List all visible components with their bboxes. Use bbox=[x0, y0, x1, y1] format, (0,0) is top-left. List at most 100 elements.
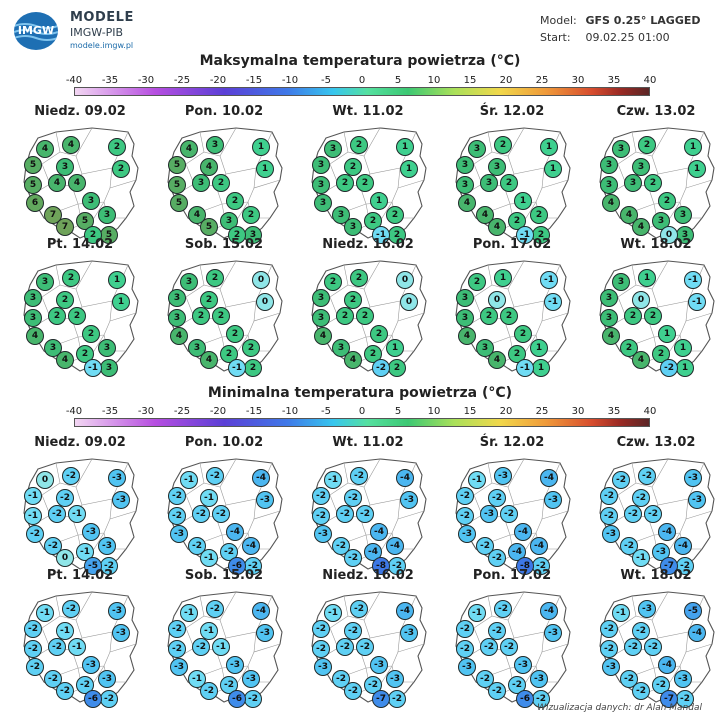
temperature-marker: -1 bbox=[516, 226, 534, 244]
temperature-marker: 2 bbox=[108, 138, 126, 156]
temperature-marker: -4 bbox=[688, 624, 706, 642]
temperature-marker: 2 bbox=[344, 291, 362, 309]
colorbar-tick: -25 bbox=[173, 406, 191, 417]
temperature-marker: -3 bbox=[480, 505, 498, 523]
logo-text: IMGW bbox=[17, 24, 55, 37]
temperature-marker: -4 bbox=[396, 602, 414, 620]
temperature-marker: 3 bbox=[98, 206, 116, 224]
temperature-marker: -1 bbox=[84, 359, 102, 377]
temperature-marker: -3 bbox=[684, 469, 702, 487]
temperature-marker: 1 bbox=[400, 160, 418, 178]
temperature-marker: 3 bbox=[206, 136, 224, 154]
temperature-marker: -3 bbox=[386, 670, 404, 688]
min-day-label: Sob. 15.02 bbox=[184, 568, 264, 583]
max-day-label: Pt. 14.02 bbox=[46, 237, 114, 252]
temperature-marker: -3 bbox=[112, 491, 130, 509]
temperature-marker: -6 bbox=[84, 690, 102, 708]
temperature-marker: -5 bbox=[684, 602, 702, 620]
start-value: 09.02.25 01:00 bbox=[585, 31, 670, 44]
temperature-marker: 4 bbox=[488, 351, 506, 369]
temperature-marker: -2 bbox=[624, 638, 642, 656]
temperature-marker: -3 bbox=[108, 602, 126, 620]
temperature-marker: -2 bbox=[244, 690, 262, 708]
temperature-marker: -3 bbox=[170, 658, 188, 676]
temperature-marker: -1 bbox=[68, 638, 86, 656]
temperature-marker: -1 bbox=[684, 271, 702, 289]
colorbar-tick: 40 bbox=[643, 406, 657, 417]
colorbar-tick: -10 bbox=[281, 406, 299, 417]
temperature-marker: 2 bbox=[192, 307, 210, 325]
temperature-marker: 2 bbox=[514, 325, 532, 343]
temperature-marker: 0 bbox=[256, 293, 274, 311]
colorbar-labels: -40 -35 -30 -25 -20 -15 -10 -5 0 5 10 15 20 25 30 35 40 bbox=[66, 75, 657, 87]
model-label: Model: bbox=[540, 14, 577, 27]
colorbar-tick: 5 bbox=[394, 75, 402, 86]
credit-text: Wizualizacja danych: dr Alan Mandal bbox=[537, 703, 702, 713]
temperature-marker: 4 bbox=[170, 327, 188, 345]
temperature-marker: 2 bbox=[500, 174, 518, 192]
temperature-marker: 3 bbox=[56, 158, 74, 176]
temperature-marker: 0 bbox=[252, 271, 270, 289]
temperature-marker: -2 bbox=[620, 670, 638, 688]
temperature-marker: 2 bbox=[364, 345, 382, 363]
temperature-marker: 4 bbox=[200, 351, 218, 369]
temperature-marker: -2 bbox=[600, 640, 618, 658]
temperature-marker: 0 bbox=[400, 293, 418, 311]
temperature-marker: -1 bbox=[188, 670, 206, 688]
temperature-marker: -2 bbox=[332, 670, 350, 688]
temperature-marker: -2 bbox=[488, 622, 506, 640]
temperature-marker: 6 bbox=[26, 194, 44, 212]
temperature-marker: 2 bbox=[480, 307, 498, 325]
temperature-marker: 1 bbox=[108, 271, 126, 289]
temperature-marker: 3 bbox=[98, 339, 116, 357]
temperature-marker: 3 bbox=[600, 309, 618, 327]
temperature-marker: -3 bbox=[82, 656, 100, 674]
temperature-marker: 7 bbox=[44, 206, 62, 224]
temperature-marker: 3 bbox=[480, 174, 498, 192]
temperature-marker: 2 bbox=[620, 339, 638, 357]
temperature-marker: -2 bbox=[24, 640, 42, 658]
temperature-marker: -4 bbox=[540, 602, 558, 620]
temperature-marker: 3 bbox=[476, 339, 494, 357]
min-map-panel: -2 -2 -3 -2 -2 -3 -2 -2 -3 -2 -2 -4 -1 -3 -4 -2 -7 bbox=[592, 453, 720, 575]
temperature-marker: -8 bbox=[516, 557, 534, 575]
colorbar-gradient bbox=[74, 87, 650, 96]
temperature-marker: 2 bbox=[212, 307, 230, 325]
temperature-marker: 1 bbox=[386, 339, 404, 357]
min-day-label: Niedz. 16.02 bbox=[322, 568, 414, 583]
start-label: Start: bbox=[540, 31, 571, 44]
temperature-marker: -3 bbox=[314, 525, 332, 543]
temperature-marker: 4 bbox=[344, 351, 362, 369]
temperature-marker: -4 bbox=[508, 543, 526, 561]
temperature-marker: -2 bbox=[600, 487, 618, 505]
colorbar-tick: 40 bbox=[643, 75, 657, 86]
temperature-marker: -3 bbox=[494, 467, 512, 485]
min-day-label: Wt. 18.02 bbox=[620, 568, 692, 583]
temperature-marker: -3 bbox=[544, 491, 562, 509]
temperature-marker: -3 bbox=[458, 658, 476, 676]
temperature-marker: -6 bbox=[228, 557, 246, 575]
model-value: GFS 0.25° LAGGED bbox=[585, 14, 701, 27]
temperature-marker: 3 bbox=[100, 359, 118, 377]
temperature-marker: -2 bbox=[500, 505, 518, 523]
temperature-marker: 3 bbox=[36, 273, 54, 291]
temperature-marker: 3 bbox=[456, 176, 474, 194]
temperature-marker: 1 bbox=[638, 269, 656, 287]
min-map-panel: -1 -3 -5 -2 -2 -4 -2 -2 -3 -2 -2 -4 -2 -2 -3 -2 -7 bbox=[592, 586, 720, 708]
colorbar-tick: 35 bbox=[607, 75, 621, 86]
temperature-marker: 3 bbox=[168, 289, 186, 307]
temperature-marker: -3 bbox=[602, 525, 620, 543]
temperature-marker: -3 bbox=[256, 624, 274, 642]
temperature-marker: 1 bbox=[530, 339, 548, 357]
brand-url[interactable]: modele.imgw.pl bbox=[70, 41, 134, 50]
temperature-marker: 4 bbox=[180, 140, 198, 158]
temperature-marker: -3 bbox=[530, 670, 548, 688]
temperature-marker: -4 bbox=[370, 523, 388, 541]
colorbar-tick: 35 bbox=[607, 406, 621, 417]
temperature-marker: 4 bbox=[68, 174, 86, 192]
imgw-logo: IMGW bbox=[14, 12, 58, 50]
temperature-marker: 3 bbox=[632, 158, 650, 176]
temperature-marker: -3 bbox=[544, 624, 562, 642]
temperature-marker: -2 bbox=[26, 658, 44, 676]
temperature-marker: 2 bbox=[68, 307, 86, 325]
